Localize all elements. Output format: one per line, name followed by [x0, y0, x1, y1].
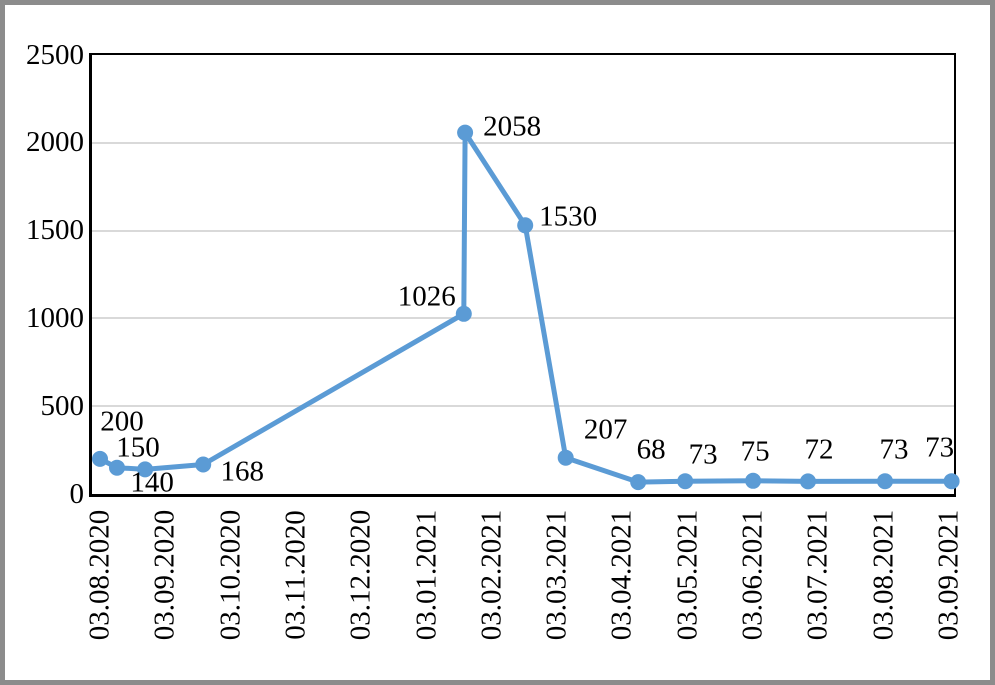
data-point-label: 72	[804, 433, 834, 466]
plot-area-border	[89, 53, 956, 497]
y-axis-tick-label: 1000	[26, 301, 84, 334]
y-axis-tick-label: 0	[69, 477, 85, 510]
data-point-marker	[877, 473, 893, 490]
y-axis-tick-label: 2500	[26, 38, 84, 71]
data-point-label: 140	[130, 466, 174, 499]
data-point-marker	[630, 474, 647, 491]
data-point-label: 1026	[397, 280, 456, 313]
data-point-marker	[195, 456, 212, 473]
data-point-marker	[517, 217, 534, 234]
data-point-label: 168	[220, 455, 264, 488]
data-point-marker	[455, 305, 472, 322]
data-point-marker	[557, 449, 574, 466]
series-line	[97, 130, 955, 485]
data-point-marker	[677, 473, 694, 490]
data-point-marker	[800, 473, 816, 490]
y-gridline	[92, 317, 954, 320]
data-point-marker	[457, 124, 474, 141]
data-point-label: 200	[100, 405, 144, 438]
data-point-marker	[745, 472, 762, 489]
data-point-label: 73	[879, 433, 909, 466]
data-point-label: 207	[583, 413, 628, 446]
data-point-marker	[109, 459, 125, 476]
data-point-label: 75	[740, 435, 770, 468]
chart-canvas: 0 500 1000 1500 2000 2500 03.08.2020 03.09.2020…	[5, 5, 990, 680]
data-point-label: 68	[636, 433, 666, 466]
data-point-marker	[137, 461, 154, 478]
data-point-label: 73	[925, 431, 955, 464]
y-axis-tick-label: 1500	[26, 214, 84, 247]
y-gridline	[92, 405, 954, 408]
y-gridline	[92, 141, 954, 144]
line-series-svg	[92, 124, 960, 491]
data-point-label: 150	[116, 431, 160, 464]
data-point-label: 2058	[483, 110, 542, 143]
data-point-marker	[92, 450, 108, 467]
y-axis-tick-label: 500	[40, 389, 85, 422]
data-point-label: 73	[688, 438, 718, 471]
data-point-label: 1530	[539, 200, 598, 233]
y-axis-tick-label: 2000	[26, 126, 84, 159]
data-point-marker	[943, 473, 960, 490]
